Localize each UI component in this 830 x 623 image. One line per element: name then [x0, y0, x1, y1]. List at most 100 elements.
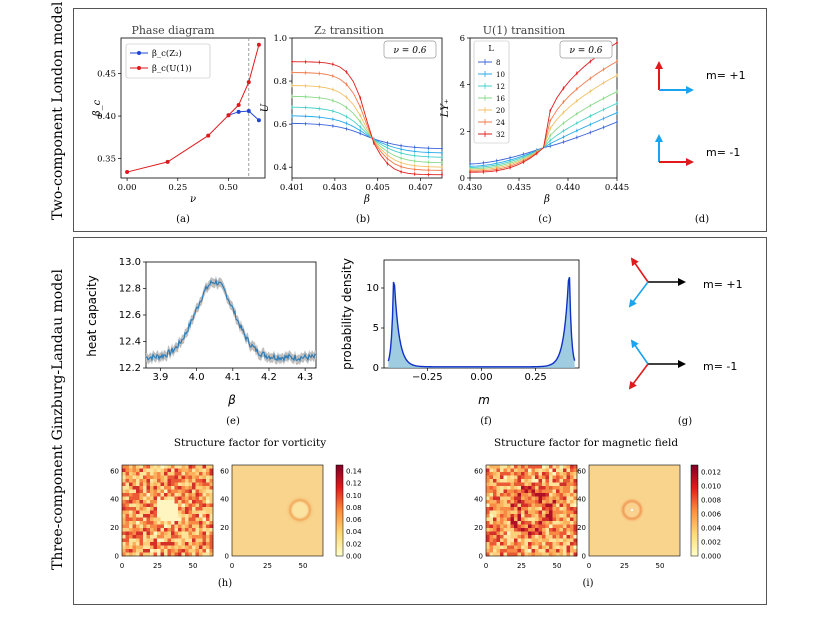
heatmap-cell	[136, 475, 140, 480]
heatmap-cell	[178, 507, 182, 511]
heatmap-cell	[514, 514, 518, 518]
heatmap-cell	[202, 524, 207, 529]
heatmap-cell	[178, 531, 182, 536]
heatmap-cell	[132, 545, 137, 550]
heatmap-cell	[531, 514, 536, 518]
heatmap-cell	[146, 489, 151, 494]
heatmap-cell	[486, 479, 490, 483]
heatmap-cell	[514, 545, 518, 550]
heatmap-cell	[493, 521, 497, 525]
map-x-tick-label: 50	[189, 562, 198, 570]
heatmap-cell	[125, 514, 130, 518]
heatmap-cell	[517, 528, 522, 532]
data-point	[291, 114, 293, 117]
heatmap-cell	[122, 524, 126, 529]
heatmap-cell	[122, 517, 126, 522]
y-tick-label: 6	[460, 34, 465, 44]
chart-a-point	[236, 103, 241, 108]
heatmap-cell	[160, 531, 165, 536]
heatmap-cell	[556, 528, 560, 532]
map-y-tick-label: 60	[577, 467, 586, 475]
heatmap-cell	[122, 468, 126, 473]
heatmap-cell	[538, 507, 543, 511]
heatmap-cell	[188, 549, 193, 553]
heatmap-cell	[496, 482, 501, 487]
heatmap-cell	[125, 542, 130, 546]
heatmap-cell	[570, 528, 574, 532]
chart-a-point	[256, 42, 261, 47]
heatmap-cell	[486, 521, 490, 525]
heatmap-cell	[195, 493, 200, 497]
data-point	[602, 108, 605, 111]
heatmap-cell	[178, 535, 182, 539]
heatmap-cell	[185, 545, 189, 550]
heatmap-cell	[556, 465, 560, 469]
heatmap-cell	[563, 479, 567, 483]
heatmap-cell	[129, 545, 133, 550]
heatmap-cell	[573, 468, 578, 473]
heatmap-cell	[136, 510, 140, 515]
heatmap-cell	[153, 552, 158, 557]
y-tick-label: 0.40	[97, 112, 116, 122]
heatmap-cell	[531, 528, 536, 532]
heatmap-cell	[489, 503, 494, 508]
x-tick-label: 4.2	[261, 372, 277, 383]
heatmap-cell	[517, 531, 522, 536]
heatmap-cell	[559, 524, 564, 529]
heatmap-cell	[566, 542, 571, 546]
legend-c-label: 32	[496, 131, 505, 139]
heatmap-cell	[195, 500, 200, 504]
heatmap-cell	[552, 545, 557, 550]
heatmap-cell	[524, 517, 529, 522]
heatmap-cell	[545, 503, 550, 508]
heatmap-cell	[496, 489, 501, 494]
x-tick-label: 4.3	[297, 372, 313, 383]
heatmap-cell	[493, 510, 497, 515]
heatmap-cell	[157, 507, 161, 511]
heatmap-cell	[164, 486, 168, 490]
heatmap-cell	[486, 545, 490, 550]
heatmap-cell	[206, 528, 210, 532]
heatmap-cell	[188, 552, 193, 557]
heatmap-cell	[199, 472, 203, 476]
heatmap-cell	[486, 486, 490, 490]
heatmap-cell	[573, 475, 578, 480]
heatmap-cell	[181, 531, 186, 536]
chart-b-ylabel: U	[260, 103, 271, 112]
heatmap-cell	[185, 549, 189, 553]
heatmap-cell	[566, 465, 571, 469]
data-point	[413, 154, 416, 157]
heatmap-cell	[521, 514, 525, 518]
heatmap-cell	[517, 472, 522, 476]
data-point	[616, 74, 618, 77]
heatmap-cell	[143, 538, 147, 543]
heatmap-cell	[139, 486, 144, 490]
chart-c-annotation-box	[559, 40, 613, 59]
data-point	[616, 102, 618, 105]
heatmap-cell	[573, 465, 578, 469]
heatmap-cell	[566, 472, 571, 476]
heatmap-cell	[500, 475, 504, 480]
y-tick-label: 0.4	[273, 163, 287, 173]
heatmap-cell	[171, 510, 175, 515]
heatmap-cell	[139, 524, 144, 529]
heatmap-cell	[160, 545, 165, 550]
heatmap-cell	[570, 521, 574, 525]
data-point	[332, 125, 334, 127]
heatmap-cell	[136, 528, 140, 532]
heatmap-cell	[566, 528, 571, 532]
heatmap-cell	[178, 542, 182, 546]
heatmap-cell	[489, 552, 494, 557]
heatmap-cell	[125, 496, 130, 501]
heatmap-cell	[171, 496, 175, 501]
heatmap-cell	[531, 549, 536, 553]
heatmap-cell	[160, 549, 165, 553]
heatmap-cell	[531, 468, 536, 473]
heatmap-cell	[535, 475, 539, 480]
heatmap-cell	[552, 552, 557, 557]
heatmap-cell	[486, 482, 490, 487]
chart-b-annotation-box	[383, 40, 437, 59]
heatmap-cell	[181, 468, 186, 473]
heatmap-cell	[157, 472, 161, 476]
heatmap-cell	[493, 507, 497, 511]
